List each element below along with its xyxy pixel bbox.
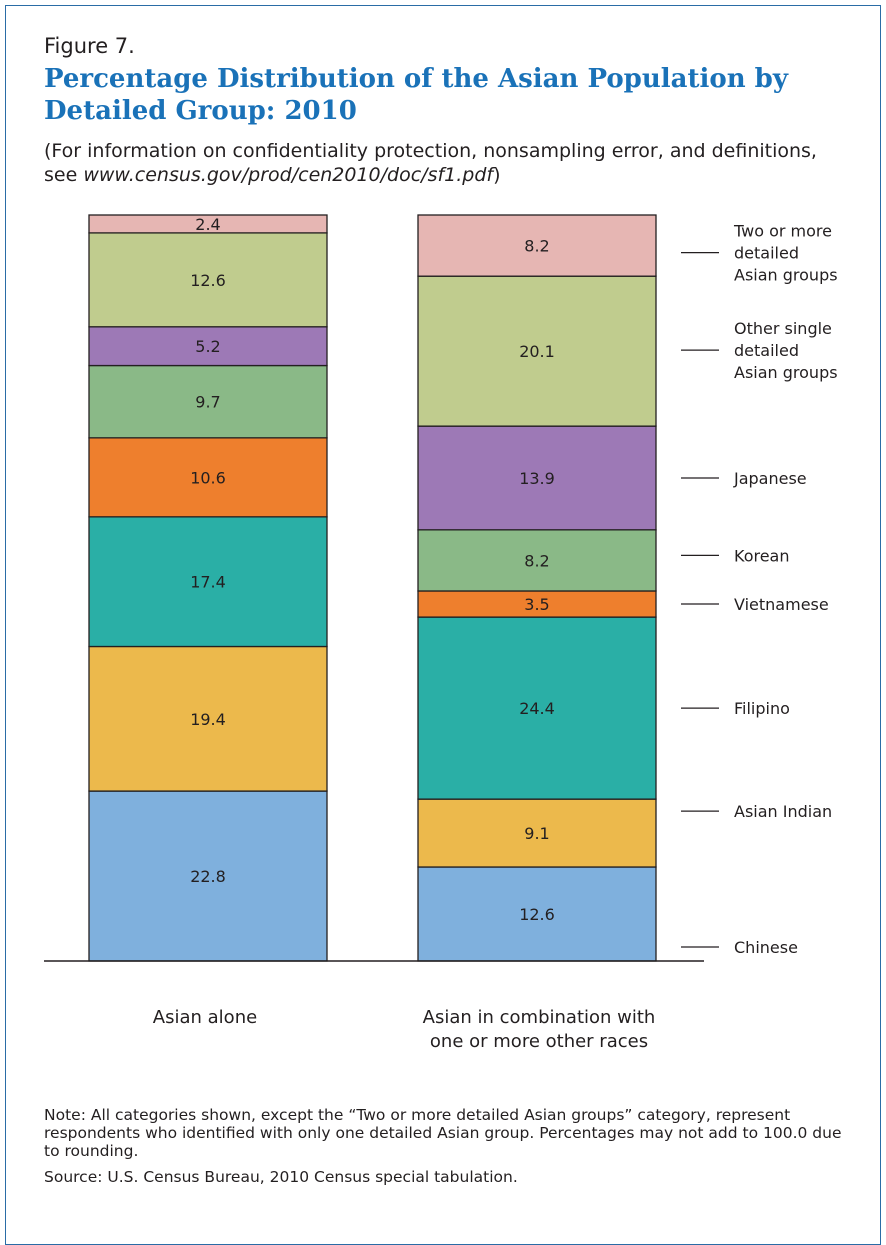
bar-segment-vietnamese-combination [417, 590, 657, 618]
legend-label-vietnamese-line-1: Vietnamese [734, 595, 829, 614]
bar-segment-filipino-alone [88, 516, 328, 648]
legend-label-asian-indian-line-1: Asian Indian [734, 802, 832, 821]
legend-label-two-or-more-detailed-asian-groups-line-1: Two or more [733, 222, 832, 241]
figure-note: Note: All categories shown, except the “… [44, 1106, 842, 1160]
legend-label-other-single-detailed-asian-groups-line-2: detailed [734, 341, 799, 360]
figure-title-line-1: Percentage Distribution of the Asian Pop… [44, 64, 788, 94]
legend-label-other-single-detailed-asian-groups-line-3: Asian groups [734, 363, 838, 382]
category-labels: Asian alone Asian in combination with one … [153, 1007, 656, 1052]
value-label-chinese-combination: 12.6 [519, 905, 555, 924]
bar-segment-asian-indian-alone [88, 645, 328, 792]
legend-label-korean-line-1: Korean [734, 546, 790, 565]
subtitle-text: (For information on confidentiality prot… [44, 140, 817, 186]
value-label-japanese-alone: 5.2 [195, 337, 220, 356]
bar-segment-two-or-more-detailed-asian-groups-combination [417, 214, 657, 277]
legend-label-two-or-more-detailed-asian-groups-line-3: Asian groups [734, 266, 838, 285]
figure-title: Percentage Distribution of the Asian Pop… [44, 63, 844, 127]
value-label-filipino-combination: 24.4 [519, 699, 555, 718]
bars-layer: 22.8 19.4 17.4 10.6 9.7 5.2 12.6 2.4 12.6 9.1 24.4… [88, 214, 657, 962]
bar-segment-chinese-alone [88, 790, 328, 962]
value-label-vietnamese-combination: 3.5 [524, 595, 549, 614]
legend-label-chinese-line-1: Chinese [734, 938, 798, 957]
value-label-two-or-more-detailed-asian-groups-alone: 2.4 [195, 215, 220, 234]
legend-layer: Chinese Asian Indian Filipino Vietnamese Kor… [681, 222, 838, 957]
bar-segment-asian-indian-combination [417, 798, 657, 868]
figure-title-line-2: Detailed Group: 2010 [44, 96, 357, 126]
legend-label-other-single-detailed-asian-groups-line-1: Other single [734, 319, 832, 338]
figure-label: Figure 7. [44, 34, 135, 58]
value-label-asian-indian-combination: 9.1 [524, 824, 549, 843]
value-label-two-or-more-detailed-asian-groups-combination: 8.2 [524, 237, 549, 256]
legend-label-two-or-more-detailed-asian-groups-line-2: detailed [734, 244, 799, 263]
bar-segment-korean-alone [88, 364, 328, 439]
bar-segment-vietnamese-alone [88, 437, 328, 518]
value-label-filipino-alone: 17.4 [190, 573, 226, 592]
value-label-korean-combination: 8.2 [524, 551, 549, 570]
bar-segment-other-single-detailed-asian-groups-combination [417, 275, 657, 427]
bar-segment-filipino-combination [417, 616, 657, 800]
category-label-alone-line-1: Asian alone [153, 1007, 257, 1028]
stacked-bar-chart: 22.8 19.4 17.4 10.6 9.7 5.2 12.6 2.4 12.6 9.1 24.4… [44, 214, 838, 1052]
value-label-vietnamese-alone: 10.6 [190, 468, 226, 487]
value-label-japanese-combination: 13.9 [519, 469, 555, 488]
bar-segment-chinese-combination [417, 866, 657, 962]
figure-source: Source: U.S. Census Bureau, 2010 Census … [44, 1168, 518, 1186]
value-label-korean-alone: 9.7 [195, 393, 220, 412]
subtitle-close: ) [493, 164, 501, 186]
legend-label-filipino-line-1: Filipino [734, 699, 790, 718]
value-label-asian-indian-alone: 19.4 [190, 710, 226, 729]
category-label-combination-line-1: Asian in combination with [423, 1007, 656, 1028]
legend-label-japanese-line-1: Japanese [733, 469, 807, 488]
value-label-chinese-alone: 22.8 [190, 867, 226, 886]
bar-segment-two-or-more-detailed-asian-groups-alone [88, 214, 328, 234]
value-label-other-single-detailed-asian-groups-alone: 12.6 [190, 271, 226, 290]
figure-subtitle: (For information on confidentiality prot… [44, 139, 844, 187]
bar-segment-other-single-detailed-asian-groups-alone [88, 232, 328, 328]
category-label-combination-line-2: one or more other races [430, 1031, 648, 1052]
value-label-other-single-detailed-asian-groups-combination: 20.1 [519, 342, 555, 361]
subtitle-link[interactable]: www.census.gov/prod/cen2010/doc/sf1.pdf [83, 164, 494, 186]
bar-segment-japanese-alone [88, 326, 328, 367]
